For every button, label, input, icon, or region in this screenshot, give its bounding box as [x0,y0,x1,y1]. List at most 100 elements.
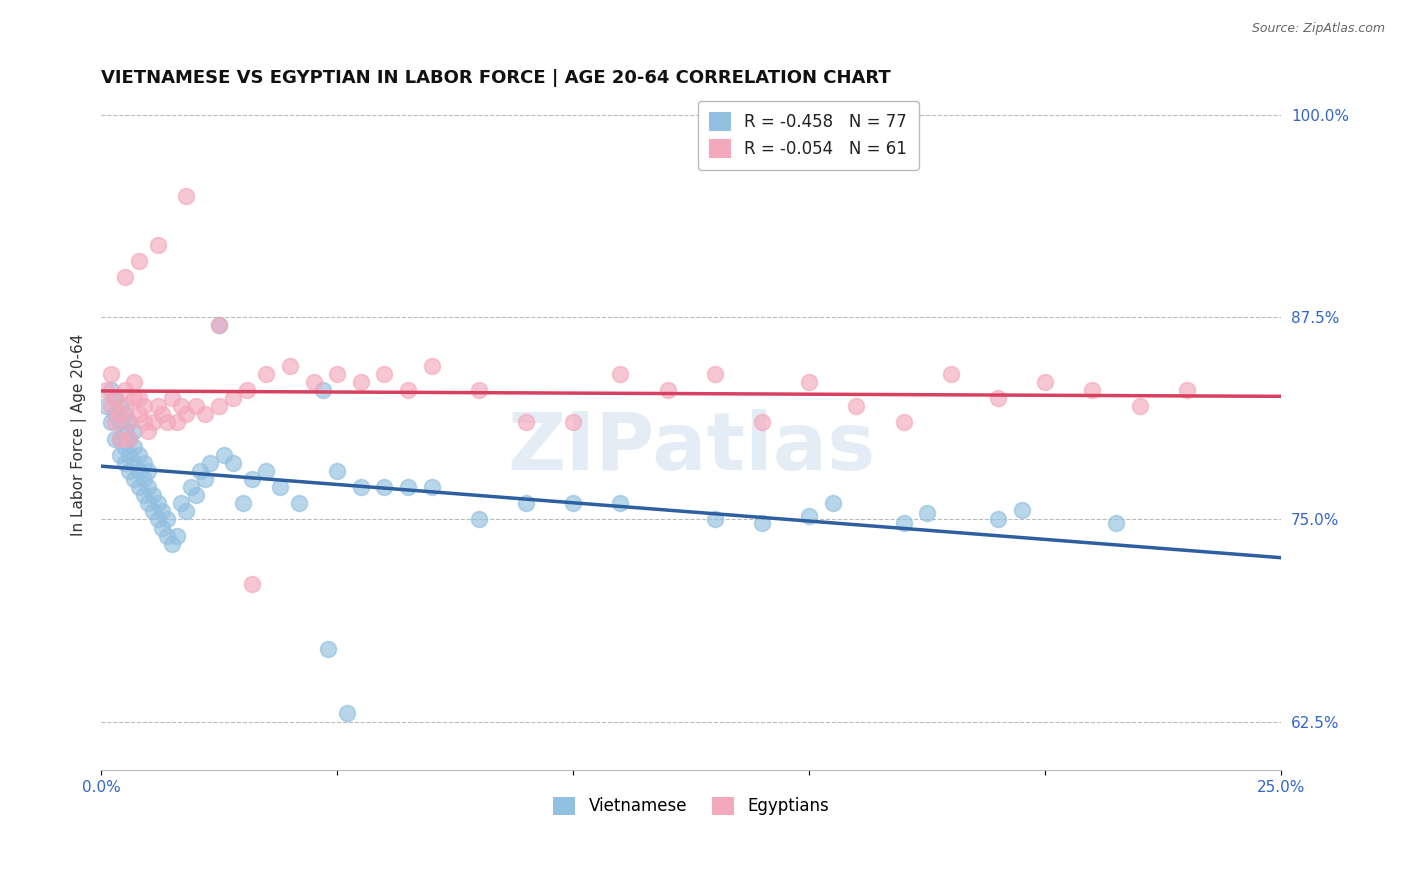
Point [108,448,131,462]
Point [703,512,725,526]
Point [104,408,127,422]
Point [128,448,150,462]
Point [174,504,197,518]
Point [108,399,131,413]
Point [118,448,141,462]
Point [132,488,155,502]
Point [212,448,235,462]
Point [118,416,141,430]
Point [939,367,962,381]
Point [1033,375,1056,389]
Point [987,512,1010,526]
Text: VIETNAMESE VS EGYPTIAN IN LABOR FORCE | AGE 20-64 CORRELATION CHART: VIETNAMESE VS EGYPTIAN IN LABOR FORCE | … [101,69,891,87]
Point [278,359,301,373]
Point [122,472,145,486]
Point [160,537,183,551]
Point [350,375,373,389]
Point [118,432,141,446]
Point [335,706,357,721]
Point [152,504,174,518]
Y-axis label: In Labor Force | Age 20-64: In Labor Force | Age 20-64 [72,334,87,536]
Point [160,391,183,405]
Point [893,416,915,430]
Point [114,270,136,285]
Point [118,416,141,430]
Point [821,496,844,510]
Point [269,480,291,494]
Point [208,318,231,333]
Point [166,416,188,430]
Point [467,383,489,397]
Point [166,528,188,542]
Point [114,383,136,397]
Point [373,367,395,381]
Point [152,520,174,534]
Point [100,399,122,413]
Point [987,391,1010,405]
Point [184,488,207,502]
Point [797,509,820,524]
Point [132,416,155,430]
Point [132,472,155,486]
Point [146,237,169,252]
Point [100,367,122,381]
Point [420,480,443,494]
Point [236,383,259,397]
Point [350,480,373,494]
Point [254,464,277,478]
Point [104,432,127,446]
Point [100,416,122,430]
Point [657,383,679,397]
Point [893,516,915,530]
Point [104,391,127,405]
Point [232,496,254,510]
Point [180,480,202,494]
Point [208,318,231,333]
Point [326,367,349,381]
Point [420,359,443,373]
Point [104,391,127,405]
Point [94,399,117,413]
Point [208,399,231,413]
Point [751,416,773,430]
Point [122,424,145,438]
Point [1011,502,1033,516]
Point [156,416,179,430]
Point [108,432,131,446]
Point [1081,383,1104,397]
Point [142,416,165,430]
Text: ZIPatlas: ZIPatlas [508,409,876,487]
Point [222,391,245,405]
Point [94,383,117,397]
Point [156,528,179,542]
Point [100,383,122,397]
Point [146,496,169,510]
Point [174,408,197,422]
Point [326,464,349,478]
Point [128,408,150,422]
Point [188,464,211,478]
Point [915,506,938,520]
Point [104,416,127,430]
Point [170,496,193,510]
Point [146,512,169,526]
Point [198,456,221,470]
Point [108,408,131,422]
Point [316,641,339,656]
Point [288,496,311,510]
Point [136,424,159,438]
Point [1175,383,1198,397]
Point [128,480,150,494]
Point [467,512,489,526]
Point [122,456,145,470]
Point [118,464,141,478]
Point [609,496,631,510]
Point [515,496,537,510]
Point [118,432,141,446]
Point [156,512,179,526]
Point [128,464,150,478]
Point [1128,399,1150,413]
Point [142,488,165,502]
Point [609,367,631,381]
Point [302,375,325,389]
